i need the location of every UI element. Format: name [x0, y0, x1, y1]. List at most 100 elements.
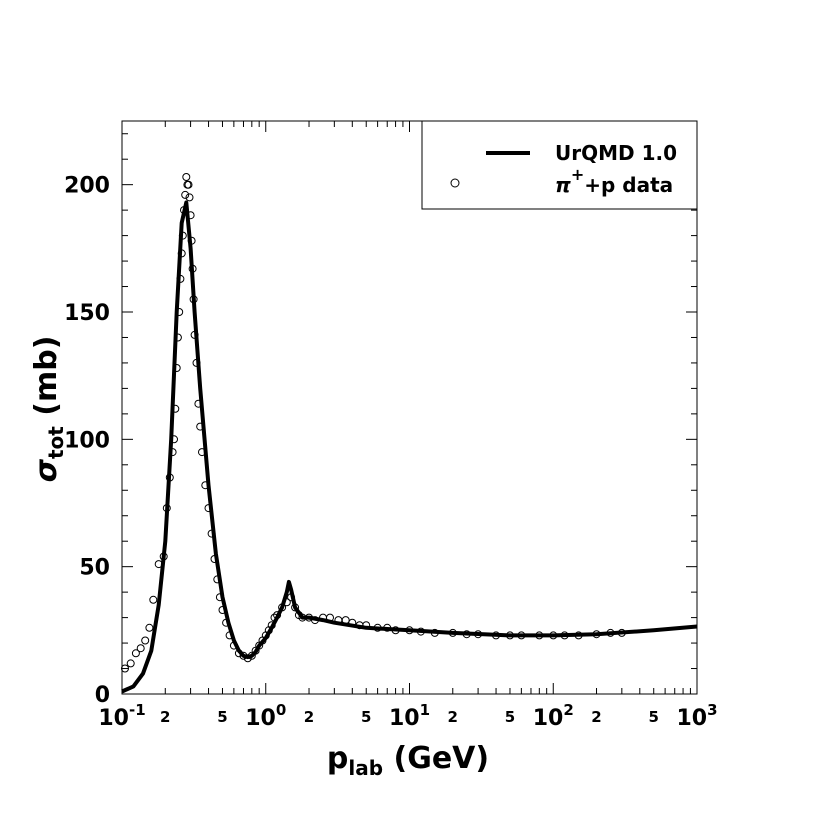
data-point: [474, 630, 483, 639]
y-tick-label: 50: [79, 556, 110, 581]
data-point: [188, 264, 197, 273]
x-axis-title: plab (GeV): [327, 741, 489, 780]
x-minor-tick-label: 2: [448, 708, 458, 726]
legend-label-data: π++p data: [555, 165, 673, 197]
data-point: [574, 631, 583, 640]
x-tick-label: 101: [389, 701, 430, 731]
data-point: [592, 630, 601, 639]
data-point: [383, 623, 392, 632]
data-point: [617, 628, 626, 637]
data-point: [189, 295, 198, 304]
data-point: [162, 504, 171, 513]
data-point: [560, 631, 569, 640]
data-point: [373, 623, 382, 632]
data-point: [222, 618, 231, 627]
data-point: [416, 627, 425, 636]
legend-box: [421, 120, 698, 210]
data-point: [186, 211, 195, 220]
data-point: [225, 631, 234, 640]
data-point: [243, 654, 252, 663]
data-point: [168, 448, 177, 457]
data-point: [326, 613, 334, 622]
data-point: [210, 555, 219, 563]
data-point: [348, 618, 357, 627]
data-point: [194, 399, 203, 408]
data-point: [282, 598, 291, 607]
x-minor-tick-label: 5: [217, 708, 227, 726]
x-minor-tick-label: 5: [505, 708, 515, 726]
x-tick-label: 100: [245, 701, 286, 731]
y-axis-title-text: σtot (mb): [29, 336, 68, 483]
data-point: [270, 613, 279, 622]
data-point: [192, 358, 201, 367]
x-axis-title-text: plab (GeV): [327, 741, 489, 780]
data-point: [121, 664, 129, 673]
data-point: [165, 473, 174, 482]
data-point: [141, 636, 150, 645]
series-data-points: [121, 173, 626, 673]
y-tick-label: 150: [64, 301, 110, 326]
data-point: [213, 575, 222, 584]
data-point: [196, 422, 205, 431]
data-point: [291, 603, 300, 612]
data-point: [207, 529, 216, 538]
legend: UrQMD 1.0π++p data: [421, 120, 698, 210]
data-point: [229, 641, 238, 650]
urqmd-curve: [121, 200, 698, 694]
legend-label-urqmd: UrQMD 1.0: [555, 141, 677, 165]
data-point: [462, 630, 471, 639]
data-point: [177, 249, 186, 258]
data-point: [171, 404, 180, 413]
data-point: [606, 628, 615, 637]
x-tick-label: 102: [533, 701, 574, 731]
data-point: [176, 274, 185, 283]
data-point: [175, 308, 184, 316]
data-point: [267, 621, 276, 630]
data-point: [172, 364, 181, 372]
data-point: [149, 595, 158, 604]
data-point: [185, 193, 194, 202]
x-minor-tick-label: 2: [160, 708, 170, 726]
data-point: [190, 330, 199, 339]
data-point: [131, 649, 140, 658]
x-minor-tick-label: 2: [591, 708, 601, 726]
data-point: [201, 481, 210, 490]
data-point: [218, 606, 227, 614]
data-point: [180, 206, 188, 215]
data-point: [549, 631, 558, 640]
x-minor-tick-label: 5: [361, 708, 371, 726]
data-point: [535, 631, 544, 640]
data-point: [448, 628, 457, 637]
x-tick-label: 103: [676, 701, 717, 731]
data-point: [178, 231, 187, 240]
data-point: [145, 623, 154, 632]
x-minor-tick-label: 2: [304, 708, 314, 726]
data-point: [154, 560, 163, 569]
data-point: [341, 616, 350, 625]
data-point: [136, 644, 145, 653]
data-point: [184, 180, 193, 189]
data-point: [182, 173, 191, 181]
data-point: [430, 628, 439, 637]
data-point: [170, 435, 178, 444]
data-point: [391, 626, 400, 635]
x-tick-label: 10-1: [98, 701, 145, 731]
data-point: [405, 626, 414, 635]
data-point: [492, 631, 500, 640]
legend-marker-swatch: [450, 178, 460, 188]
data-point: [247, 651, 256, 660]
y-tick-label: 200: [64, 174, 110, 199]
series-line-urqmd: [121, 200, 698, 694]
data-point: [362, 621, 371, 630]
data-point: [506, 631, 514, 640]
data-point: [181, 190, 190, 199]
data-point: [204, 504, 213, 513]
data-point: [278, 603, 287, 612]
x-minor-tick-label: 5: [649, 708, 659, 726]
data-point: [239, 651, 248, 660]
data-point: [517, 631, 526, 640]
data-point: [311, 616, 319, 625]
data-point: [198, 448, 206, 457]
